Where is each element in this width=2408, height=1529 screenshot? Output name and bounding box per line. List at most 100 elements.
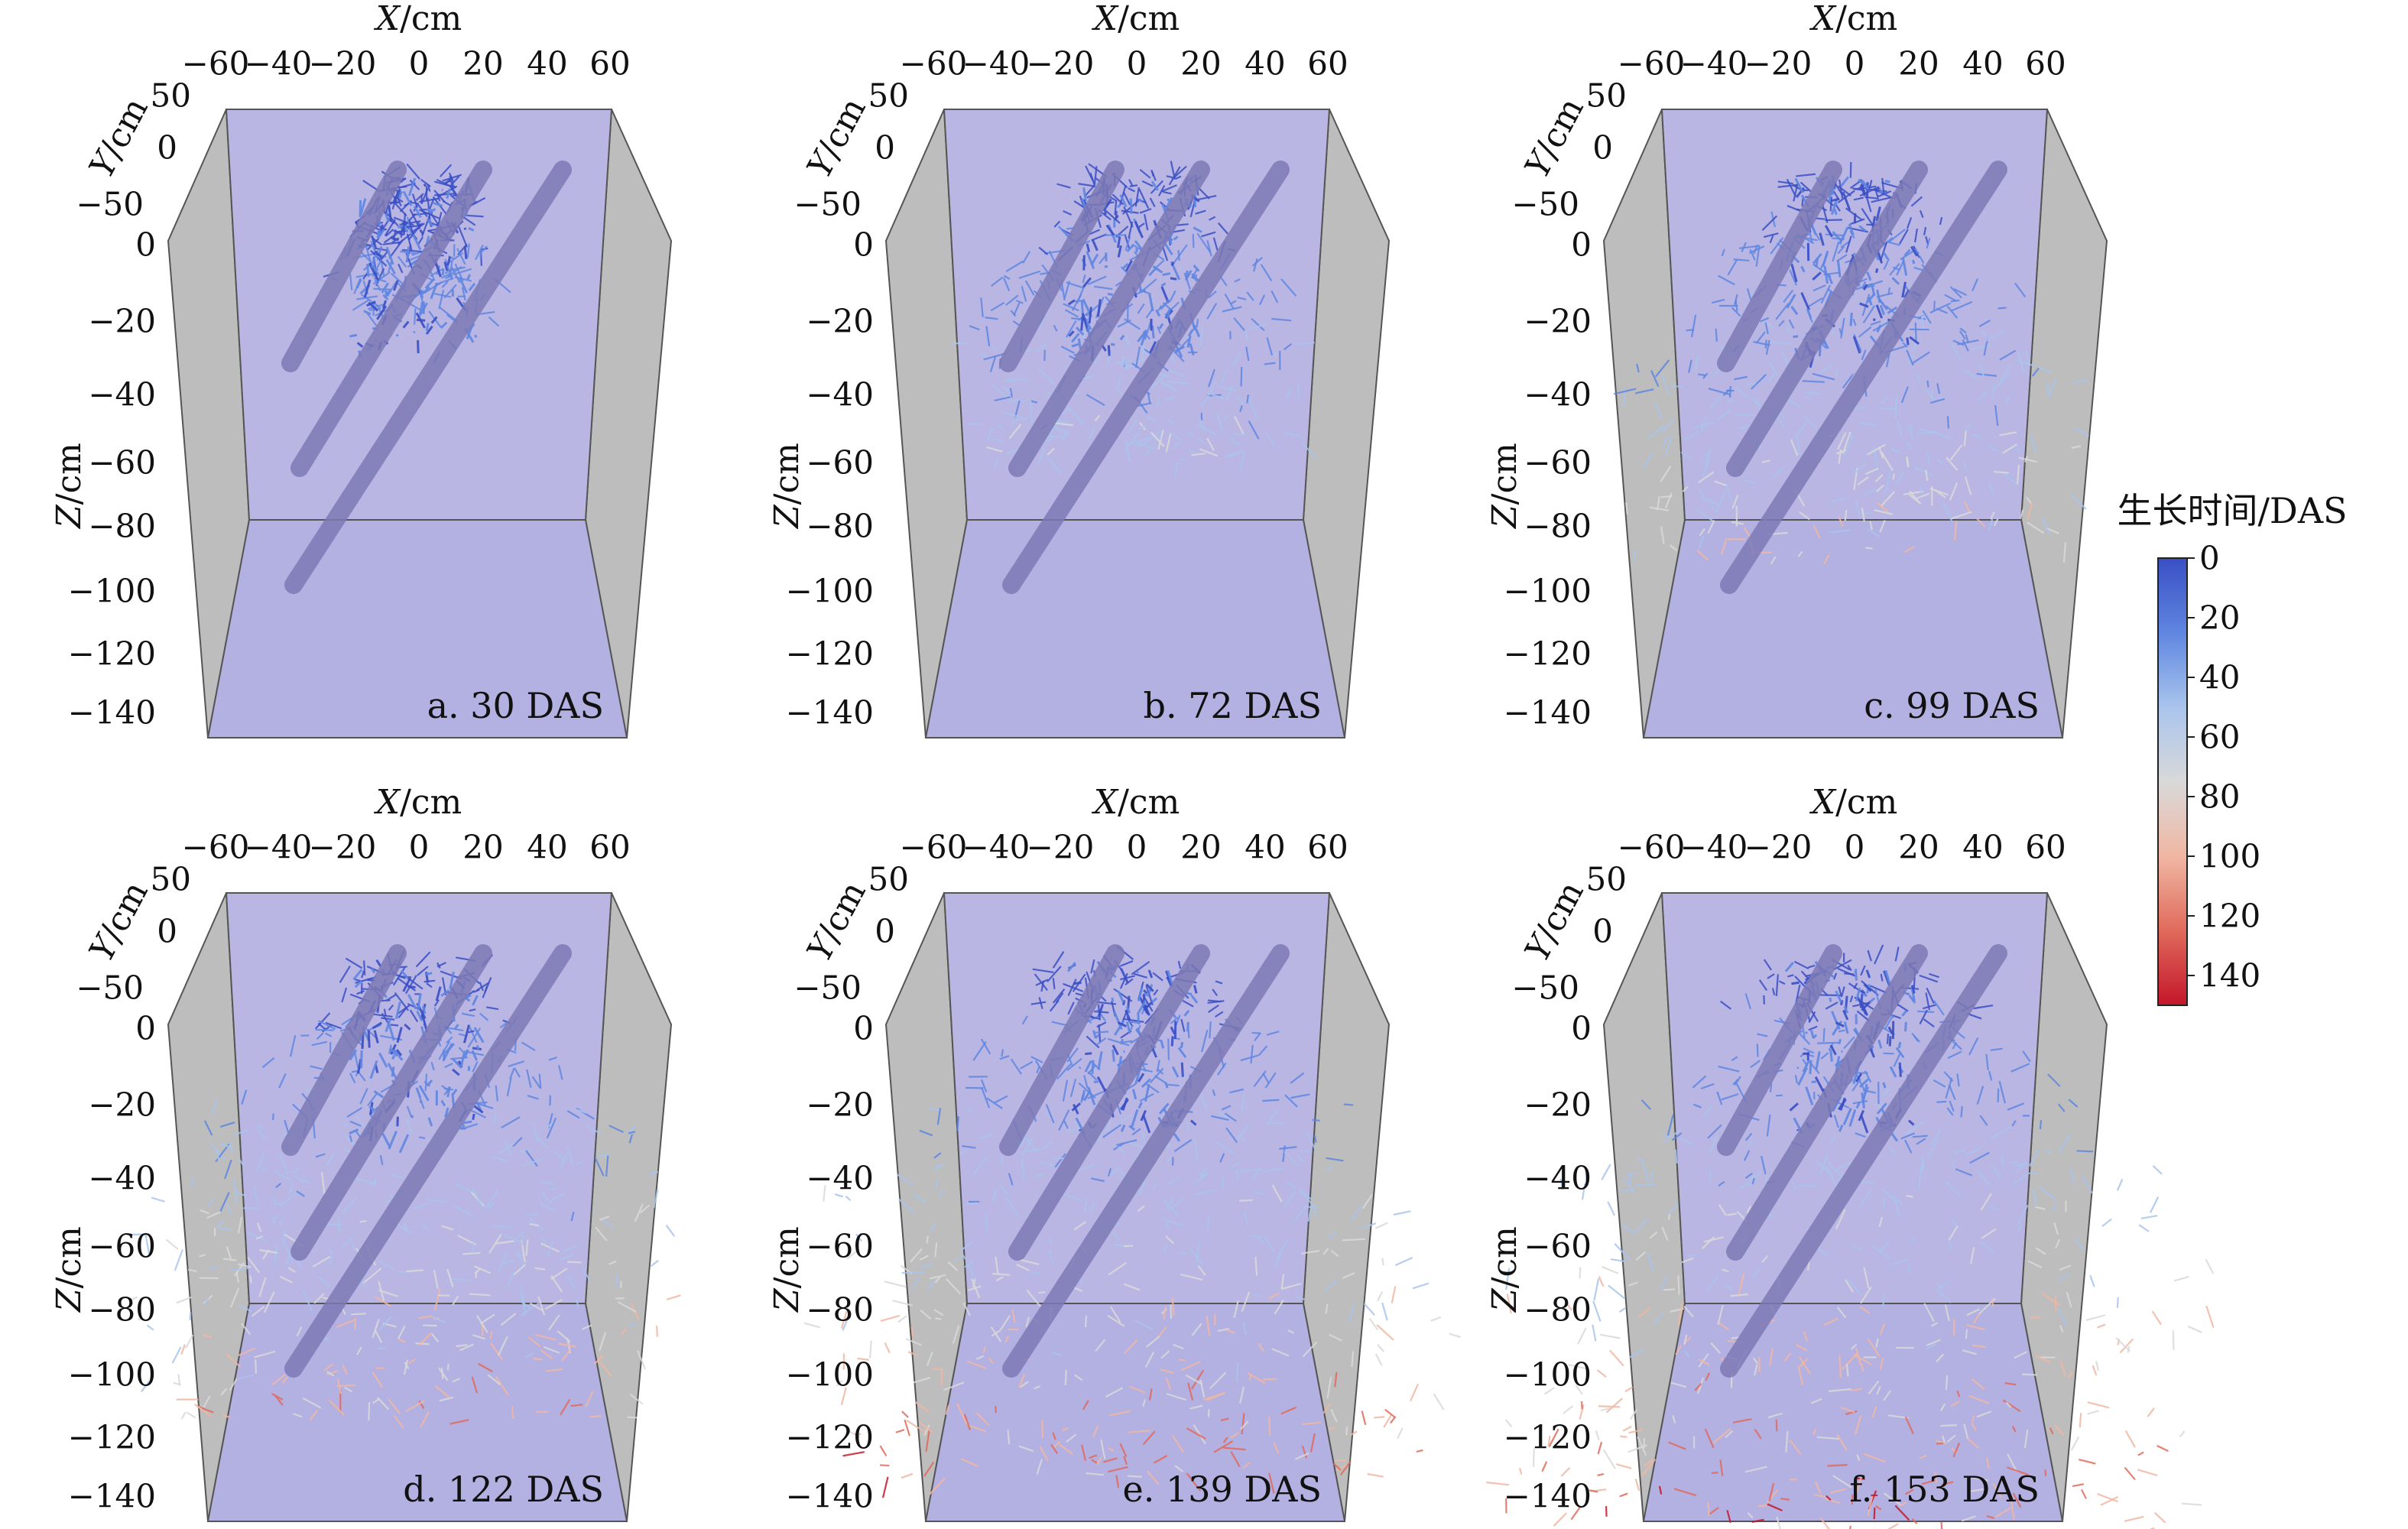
root-segment	[1878, 189, 1884, 194]
root-segment	[986, 427, 993, 442]
root-segment	[255, 1359, 257, 1374]
root-segment	[1707, 1124, 1722, 1139]
root-segment	[1919, 1009, 1928, 1024]
root-segment	[1621, 1223, 1637, 1235]
y-axis-label: Y/cm	[82, 91, 156, 183]
root-segment	[570, 1211, 575, 1222]
root-segment	[1326, 1376, 1332, 1399]
root-segment	[898, 1198, 915, 1214]
root-segment	[415, 951, 431, 968]
root-segment	[1875, 304, 1884, 319]
root-segment	[520, 1302, 540, 1316]
root-segment	[190, 1177, 194, 1188]
x-tick-label: 60	[589, 45, 630, 83]
root-segment	[1858, 405, 1865, 410]
z-tick-label: −60	[1524, 1228, 1592, 1265]
root-segment	[376, 1347, 385, 1350]
root-segment	[1296, 1154, 1304, 1163]
root-segment	[454, 276, 472, 282]
x-axis-label: X/cm	[1809, 783, 1898, 822]
root-segment	[1823, 265, 1829, 284]
root-segment	[1258, 1342, 1264, 1352]
root-segment	[1120, 960, 1134, 967]
root-segment	[1950, 1400, 1960, 1407]
root-segment	[1696, 508, 1715, 523]
root-segment	[1136, 970, 1140, 974]
root-segment	[378, 1052, 388, 1068]
root-segment	[1787, 974, 1794, 978]
root-segment	[1186, 270, 1193, 279]
root-segment	[1761, 1255, 1769, 1263]
root-segment	[1926, 1339, 1941, 1347]
root-segment	[576, 1300, 579, 1308]
root-segment	[1814, 1481, 1822, 1494]
root-segment	[235, 1271, 239, 1283]
root-segment	[1230, 1451, 1241, 1468]
root-segment	[378, 246, 383, 255]
x-tick-label: −20	[309, 45, 377, 83]
y-tick-label: −50	[76, 969, 144, 1007]
root-segment	[419, 289, 424, 299]
root-segment	[388, 239, 404, 259]
root-segment	[1826, 273, 1834, 284]
x-tick-label: 20	[1898, 45, 1939, 83]
root-segment	[1486, 1481, 1510, 1486]
x-axis-label: X/cm	[374, 0, 462, 38]
root-segment	[1890, 1258, 1909, 1266]
root-segment	[1150, 180, 1159, 191]
root-segment	[1251, 1235, 1263, 1238]
root-segment	[355, 976, 377, 984]
root-segment	[433, 190, 446, 203]
root-segment	[992, 1272, 1011, 1276]
root-segment	[1284, 431, 1303, 438]
root-segment	[1077, 338, 1082, 349]
root-segment	[1081, 1089, 1086, 1101]
root-segment	[2044, 1469, 2047, 1476]
root-segment	[1107, 1446, 1115, 1452]
root-segment	[1780, 1498, 1790, 1501]
root-segment	[914, 1193, 927, 1203]
root-segment	[1819, 232, 1825, 246]
root-segment	[1842, 1009, 1849, 1021]
root-segment	[1926, 380, 1929, 388]
root-segment	[255, 1151, 265, 1173]
root-segment	[417, 236, 424, 245]
root-segment	[1978, 320, 1991, 327]
root-segment	[1804, 415, 1817, 430]
root-segment	[1893, 1195, 1903, 1206]
root-segment	[1717, 274, 1735, 286]
root-segment	[884, 1342, 891, 1354]
root-segment	[1705, 498, 1720, 507]
x-tick-label: −40	[1680, 829, 1748, 866]
root-segment	[1933, 1079, 1946, 1088]
root-segment	[1777, 183, 1800, 188]
root-segment	[1984, 329, 2005, 342]
root-segment	[1124, 357, 1146, 369]
root-segment	[1243, 1212, 1249, 1226]
root-segment	[1139, 168, 1151, 179]
root-segment	[1568, 1363, 1588, 1370]
root-segment	[2015, 359, 2036, 368]
root-segment	[1842, 1108, 1852, 1125]
root-segment	[1751, 374, 1767, 390]
root-segment	[550, 1187, 557, 1190]
root-segment	[1909, 1237, 1916, 1243]
root-segment	[1829, 1044, 1837, 1056]
root-segment	[2079, 1458, 2096, 1465]
root-segment	[241, 1323, 252, 1336]
root-segment	[1889, 262, 1900, 276]
root-segment	[436, 962, 446, 968]
root-segment	[1913, 266, 1923, 271]
root-segment	[1922, 310, 1932, 324]
y-tick-label: 0	[875, 913, 895, 950]
root-segment	[424, 281, 443, 294]
root-segment	[2137, 1469, 2158, 1477]
root-segment	[467, 1027, 482, 1048]
root-segment	[1134, 220, 1144, 239]
root-segment	[1201, 1029, 1209, 1053]
root-segment	[966, 1360, 987, 1369]
root-segment	[2205, 1305, 2215, 1328]
y-axis-label: Y/cm	[800, 91, 874, 183]
root-segment	[1755, 400, 1761, 407]
root-segment	[1059, 1444, 1073, 1455]
